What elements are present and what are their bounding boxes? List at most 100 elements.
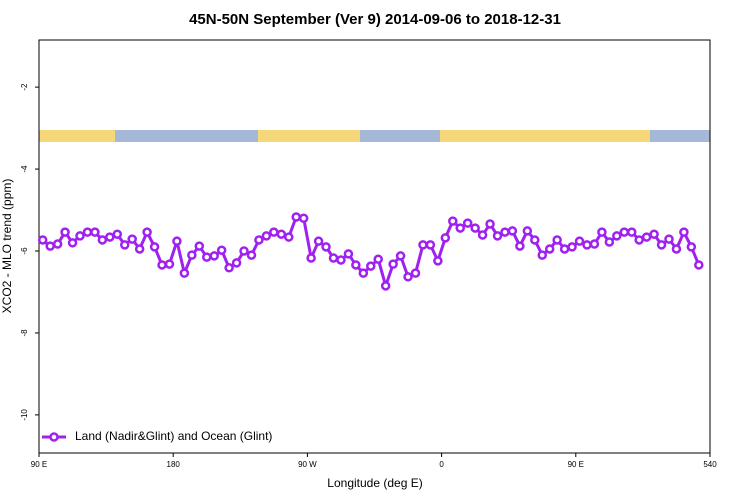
data-point — [403, 272, 413, 282]
data-point — [164, 259, 175, 269]
data-point — [112, 229, 123, 239]
data-point — [328, 253, 339, 263]
data-point — [298, 213, 309, 223]
legend-label: Land (Nadir&Glint) and Ocean (Glint) — [75, 429, 272, 443]
data-point — [82, 227, 93, 237]
data-point — [373, 254, 383, 264]
data-point — [246, 250, 257, 260]
data-point — [45, 241, 55, 251]
data-point — [149, 242, 160, 252]
data-point — [127, 234, 137, 244]
data-point — [231, 258, 242, 268]
data-point — [507, 226, 518, 236]
data-point — [306, 253, 316, 263]
data-point — [52, 239, 63, 249]
data-point — [597, 227, 607, 237]
data-point — [425, 240, 436, 250]
data-point — [202, 252, 212, 262]
data-point — [395, 251, 406, 261]
data-point — [694, 260, 704, 270]
x-tick-label: 180 — [167, 460, 181, 469]
data-point — [433, 256, 443, 266]
data-point — [448, 216, 458, 226]
data-point — [60, 227, 70, 237]
x-tick-label: 540 — [703, 460, 717, 469]
data-point — [336, 255, 346, 265]
legend: Land (Nadir&Glint) and Ocean (Glint) — [42, 429, 272, 443]
data-point — [582, 240, 592, 250]
data-point — [462, 218, 473, 228]
data-point — [410, 268, 421, 278]
data-point — [671, 244, 682, 254]
y-tick-label: -10 — [20, 409, 29, 421]
data-point — [351, 260, 361, 270]
x-axis-label: Longitude (deg E) — [327, 476, 422, 490]
y-tick-label: -2 — [20, 83, 29, 91]
data-point — [187, 250, 197, 260]
data-point — [492, 231, 503, 241]
data-point — [574, 236, 585, 246]
data-point — [224, 263, 234, 273]
data-point — [321, 242, 331, 252]
data-point — [477, 230, 488, 240]
y-tick-label: -8 — [20, 329, 29, 337]
data-point — [284, 232, 294, 242]
data-point — [649, 229, 659, 239]
data-point — [172, 236, 182, 246]
data-point — [530, 235, 540, 245]
data-point — [455, 223, 465, 233]
data-point — [679, 227, 689, 237]
data-point — [276, 229, 287, 239]
data-point — [634, 235, 644, 245]
data-point — [157, 260, 167, 270]
y-tick-label: -6 — [20, 247, 29, 255]
data-point — [612, 231, 622, 241]
data-point — [619, 227, 630, 237]
data-point — [567, 242, 577, 252]
x-tick-label: 90 E — [568, 460, 584, 469]
data-point — [440, 233, 451, 243]
data-point — [134, 244, 145, 254]
data-point — [366, 261, 376, 271]
data-point — [604, 237, 615, 247]
data-point — [119, 240, 130, 250]
data-point — [500, 227, 510, 237]
data-point — [380, 281, 391, 291]
data-point — [515, 241, 525, 251]
data-point — [261, 231, 272, 241]
data-point — [589, 239, 600, 249]
data-point — [105, 232, 115, 242]
x-tick-label: 90 W — [298, 460, 317, 469]
data-point — [656, 240, 667, 250]
data-point — [686, 242, 697, 252]
x-tick-label: 0 — [439, 460, 444, 469]
data-point — [388, 259, 398, 269]
data-point — [485, 219, 495, 229]
data-point — [664, 234, 674, 244]
data-point — [522, 226, 533, 236]
data-point — [97, 235, 108, 245]
data-point — [313, 236, 324, 246]
data-point — [239, 246, 249, 256]
data-point — [626, 227, 637, 237]
chart-title: 45N-50N September (Ver 9) 2014-09-06 to … — [189, 11, 561, 28]
data-point — [552, 235, 562, 245]
data-point — [269, 227, 279, 237]
data-point — [358, 268, 369, 278]
data-point — [75, 231, 85, 241]
plot-frame — [38, 39, 711, 454]
data-point — [418, 240, 428, 250]
data-point — [470, 223, 480, 233]
data-point — [67, 238, 78, 248]
y-tick-label: -4 — [20, 165, 29, 173]
data-point — [544, 244, 555, 254]
data-point — [641, 232, 652, 242]
data-point — [537, 250, 547, 260]
data-point — [559, 244, 570, 254]
x-tick-label: 90 E — [31, 460, 47, 469]
data-point — [343, 249, 354, 259]
data-point — [254, 235, 264, 245]
data-point — [194, 241, 205, 251]
data-point — [216, 245, 227, 255]
